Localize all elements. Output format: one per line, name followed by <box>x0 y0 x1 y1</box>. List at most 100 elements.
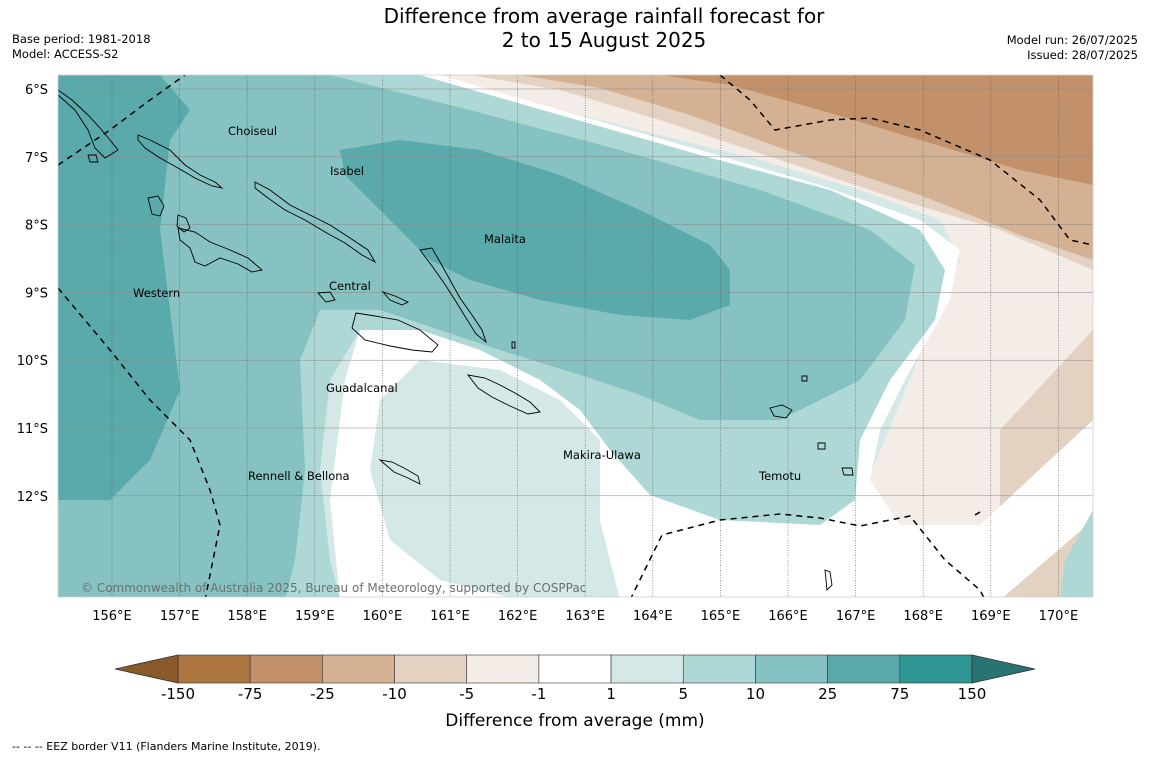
russell-islands <box>381 291 410 306</box>
guadalcanal-island <box>351 312 439 353</box>
florida-islands <box>317 291 336 303</box>
band-minus10-minus5 <box>470 75 1093 597</box>
title-line-2: 2 to 15 August 2025 <box>501 28 707 52</box>
place-label-western: Western <box>133 286 180 300</box>
new-georgia-islands <box>177 227 263 273</box>
colorbar-swatch <box>322 654 395 684</box>
latitude-label: 10°S <box>17 354 48 369</box>
place-label-makira-ulawa: Makira-Ulawa <box>563 448 641 462</box>
longitude-label: 169°E <box>971 609 1011 624</box>
colorbar-label: -1 <box>531 685 546 703</box>
rennell-island <box>378 459 421 485</box>
colorbar: -150 -75 -25 -10 -5 -1 1 5 10 25 75 150 Difference … <box>114 654 1036 731</box>
place-label-isabel: Isabel <box>330 164 364 178</box>
colorbar-low-arrow <box>114 654 179 684</box>
issued-date: Issued: 28/07/2025 <box>1027 48 1138 62</box>
longitude-label: 163°E <box>565 609 605 624</box>
colorbar-swatches <box>177 654 973 684</box>
longitude-label: 160°E <box>363 609 403 624</box>
ulawa-island <box>511 341 516 349</box>
longitude-label: 164°E <box>633 609 673 624</box>
shortland-islands <box>87 154 99 163</box>
colorbar-label: 75 <box>890 685 909 703</box>
band-minus75-minus25 <box>660 75 1093 185</box>
band-25-75 <box>58 75 190 500</box>
colorbar-high-arrow <box>971 654 1036 684</box>
latitude-label: 12°S <box>17 490 48 505</box>
model-name: Model: ACCESS-S2 <box>12 47 119 61</box>
longitude-label: 162°E <box>498 609 538 624</box>
place-label-malaita: Malaita <box>484 232 526 246</box>
colorbar-label: -75 <box>238 685 263 703</box>
band-10-25 <box>58 75 915 597</box>
colorbar-swatch <box>466 654 540 684</box>
band-5-10-southeast <box>1060 510 1093 597</box>
chart-title: Difference from average rainfall forecas… <box>0 4 1150 52</box>
makira-island <box>466 374 541 415</box>
colorbar-swatch <box>394 654 468 684</box>
colorbar-label: 10 <box>746 685 765 703</box>
longitude-label: 167°E <box>836 609 876 624</box>
santa-cruz-island <box>769 404 793 419</box>
place-label-central: Central <box>329 279 371 293</box>
place-label-rennell-bellona: Rennell & Bellona <box>248 469 350 483</box>
model-run-date: Model run: 26/07/2025 <box>1006 33 1138 47</box>
malaita-island <box>419 247 487 344</box>
colorbar-label: -150 <box>161 685 195 703</box>
longitude-labels: 156°E 157°E 158°E 159°E 160°E 161°E 162°E 163°E… <box>92 609 1078 624</box>
colorbar-label: 150 <box>958 685 987 703</box>
colorbar-label: 25 <box>818 685 837 703</box>
longitude-label: 166°E <box>768 609 808 624</box>
place-label-guadalcanal: Guadalcanal <box>326 381 398 395</box>
latitude-labels: 6°S 7°S 8°S 9°S 10°S 11°S 12°S <box>17 83 48 505</box>
torres-islands <box>824 569 833 591</box>
latitude-label: 7°S <box>25 151 48 166</box>
longitude-label: 157°E <box>160 609 200 624</box>
vanikoro-island <box>841 467 854 476</box>
utupua-island <box>817 442 826 450</box>
longitude-label: 156°E <box>92 609 132 624</box>
colorbar-swatch <box>682 654 756 684</box>
latitude-label: 9°S <box>25 286 48 301</box>
colorbar-swatch <box>538 654 612 684</box>
colorbar-swatch <box>177 654 251 684</box>
longitude-label: 170°E <box>1039 609 1079 624</box>
colorbar-swatch <box>755 654 828 684</box>
choiseul-island <box>137 134 224 189</box>
longitude-label: 161°E <box>430 609 470 624</box>
eez-border-lines <box>58 75 1093 597</box>
colorbar-label: -5 <box>459 685 474 703</box>
longitude-label: 165°E <box>701 609 741 624</box>
latitude-label: 8°S <box>25 219 48 234</box>
latitude-label: 11°S <box>17 422 48 437</box>
longitude-label: 159°E <box>295 609 335 624</box>
colorbar-tick-labels: -150 -75 -25 -10 -5 -1 1 5 10 25 75 150 <box>161 685 986 703</box>
colorbar-swatch <box>899 654 973 684</box>
graticule <box>58 75 1093 597</box>
place-label-choiseul: Choiseul <box>228 124 277 138</box>
longitude-label: 158°E <box>227 609 267 624</box>
base-period: Base period: 1981-2018 <box>12 32 151 46</box>
vella-lavella-island <box>147 195 165 217</box>
colorbar-label: 5 <box>678 685 688 703</box>
map-panel: © Commonwealth of Australia 2025, Bureau… <box>58 75 1093 597</box>
copyright-notice: © Commonwealth of Australia 2025, Bureau… <box>81 581 586 595</box>
title-line-1: Difference from average rainfall forecas… <box>383 4 825 28</box>
colorbar-swatch <box>827 654 901 684</box>
colorbar-label: -25 <box>310 685 335 703</box>
map-frame <box>57 74 1094 598</box>
colorbar-label: -10 <box>382 685 407 703</box>
islands <box>58 89 854 591</box>
colorbar-swatch <box>610 654 684 684</box>
rainfall-map-figure: © Commonwealth of Australia 2025, Bureau… <box>17 74 1094 731</box>
isabel-island <box>254 181 377 264</box>
latitude-label: 6°S <box>25 83 48 98</box>
colorbar-label: 1 <box>606 685 616 703</box>
colorbar-title: Difference from average (mm) <box>445 711 704 731</box>
kolombangara-island <box>176 214 191 233</box>
reef-islands <box>801 375 808 382</box>
colorbar-swatch <box>249 654 323 684</box>
longitude-label: 168°E <box>903 609 943 624</box>
bougainville-island <box>58 89 119 159</box>
base-info: Base period: 1981-2018 Model: ACCESS-S2 <box>12 32 151 62</box>
